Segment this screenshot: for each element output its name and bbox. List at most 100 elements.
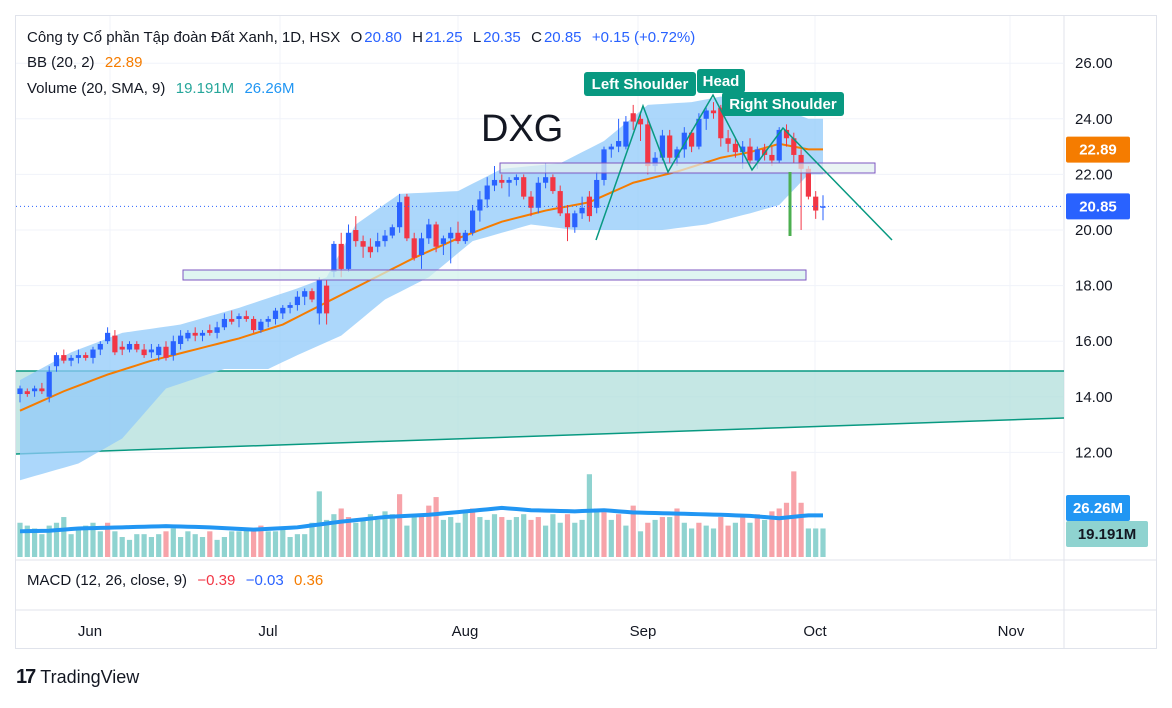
candle-body — [813, 196, 819, 211]
candle-body — [367, 246, 373, 253]
candle-body — [119, 346, 125, 350]
axes: 26.00 24.00 22.00 20.00 18.00 16.00 14.00 12.00… — [78, 55, 1148, 640]
volume-bar — [820, 528, 826, 557]
volume-bar — [455, 522, 461, 557]
volume-bar — [594, 508, 600, 557]
candle-body — [105, 332, 111, 342]
candle-body — [448, 232, 454, 239]
candle-body — [557, 191, 563, 214]
volume-bar — [703, 525, 709, 557]
volume-bar — [601, 508, 607, 557]
candle-body — [178, 335, 184, 344]
left-shoulder-label: Left Shoulder — [592, 76, 689, 93]
grid-lines — [16, 16, 1064, 560]
volume-bar — [754, 514, 760, 557]
volume-bar — [112, 531, 118, 557]
volume-bar — [221, 537, 227, 557]
candle-body — [375, 241, 381, 247]
bb-value: 22.89 — [104, 54, 143, 71]
candle-body — [39, 388, 45, 392]
volume-bar — [747, 522, 753, 557]
volume-bar — [97, 531, 103, 557]
volume-bar — [411, 517, 417, 557]
volume-bar — [572, 522, 578, 557]
volume-bar — [470, 508, 476, 557]
candle-body — [251, 318, 257, 331]
volume-bar — [178, 537, 184, 557]
symbol-legend[interactable]: Công ty Cổ phần Tập đoàn Đất Xanh, 1D, H… — [27, 29, 697, 46]
volume-bar — [426, 505, 432, 557]
volume-bar — [331, 514, 337, 557]
candle-body — [528, 196, 534, 208]
x-tick-label: Jul — [258, 623, 277, 640]
macd-legend[interactable]: MACD (12, 26, close, 9) −0.39 −0.03 0.36 — [27, 572, 325, 589]
candle-body — [521, 177, 527, 197]
candle-body — [484, 185, 490, 200]
candle-body — [294, 296, 300, 306]
volume-bar — [199, 537, 206, 557]
candle-body — [265, 318, 271, 322]
candle-body — [229, 318, 235, 322]
candle-body — [564, 213, 571, 228]
volume-bar — [163, 531, 169, 557]
volume-legend[interactable]: Volume (20, SMA, 9) 19.191M 26.26M — [27, 80, 297, 97]
volume-bar — [557, 522, 563, 557]
candle-body — [53, 355, 60, 367]
bb-price-tag: 22.89 — [1079, 142, 1117, 159]
candle-body — [404, 196, 410, 239]
tradingview-brand[interactable]: 17 TradingView — [16, 666, 139, 689]
volume-bar — [83, 525, 89, 557]
y-tick-label: 22.00 — [1075, 166, 1113, 183]
candle-body — [331, 243, 337, 272]
candle-body — [141, 349, 147, 356]
volume-bar — [280, 528, 286, 557]
brand-name: TradingView — [40, 667, 140, 687]
y-tick-label: 26.00 — [1075, 55, 1113, 72]
candle-body — [170, 341, 176, 356]
last-price-tag: 20.85 — [1079, 198, 1117, 215]
candle-body — [689, 132, 695, 147]
volume-ma-tag-bg — [1066, 495, 1130, 521]
volume-bar — [805, 528, 811, 557]
left-shoulder-label-bg — [584, 72, 696, 96]
candle-body — [616, 141, 622, 147]
y-tick-label: 20.00 — [1075, 222, 1113, 239]
high-value: 21.25 — [425, 29, 463, 46]
volume-bar — [287, 537, 293, 557]
candle-body — [696, 118, 702, 147]
candles — [16, 102, 1064, 403]
bb-legend[interactable]: BB (20, 2) 22.89 — [27, 54, 144, 71]
volume-bar — [499, 517, 505, 557]
volume-bar — [345, 517, 352, 557]
volume-tag-bg — [1066, 521, 1148, 547]
high-label: H — [412, 29, 423, 46]
candle-body — [477, 199, 483, 211]
volume-bar — [776, 508, 782, 557]
volume-bar — [229, 531, 235, 557]
volume-bar — [134, 534, 140, 557]
volume-bar — [798, 502, 804, 557]
volume-bar — [696, 522, 702, 557]
candle-body — [652, 157, 658, 167]
volume-bar — [119, 537, 125, 557]
volume-bar — [367, 514, 373, 557]
volume-ma-tag: 26.26M — [1073, 500, 1123, 517]
candle-body — [156, 346, 162, 356]
volume-bar — [141, 534, 147, 557]
close-value: 20.85 — [543, 29, 582, 46]
bb-price-tag-bg — [1066, 136, 1130, 163]
volume-bar — [440, 519, 446, 557]
volume-bar — [236, 531, 242, 557]
candle-body — [791, 138, 797, 155]
volume-bar — [813, 528, 819, 557]
volume-bar — [24, 525, 30, 557]
symbol-description: Công ty Cổ phần Tập đoàn Đất Xanh, 1D, H… — [27, 29, 341, 46]
candle-body — [148, 349, 154, 353]
candle-body — [499, 179, 505, 183]
volume-ma-value: 26.26M — [244, 80, 295, 97]
candle-body — [236, 316, 242, 319]
volume-bar — [207, 531, 213, 557]
candle-body — [462, 232, 468, 242]
